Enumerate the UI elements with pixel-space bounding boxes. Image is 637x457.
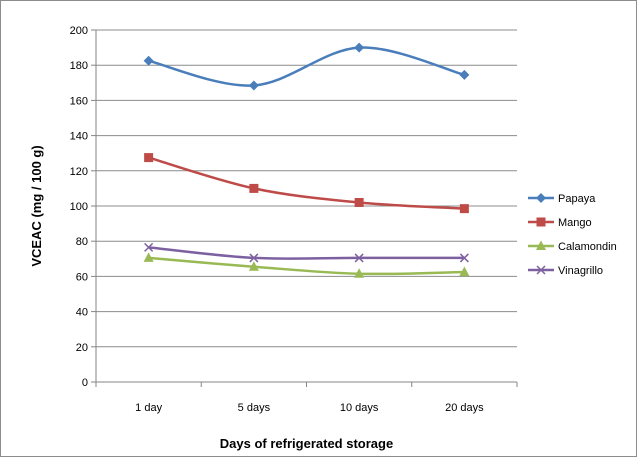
y-tick-label: 200: [70, 25, 88, 37]
data-point-papaya: [248, 80, 259, 91]
data-point-mango: [354, 197, 364, 207]
series-mango: [144, 153, 469, 214]
series-line-papaya: [148, 46, 465, 87]
legend-item-papaya: Papaya: [528, 193, 596, 205]
y-tick-label: 20: [76, 342, 88, 354]
data-point-calamondin: [248, 261, 259, 271]
x-tick-labels: 1 day 5 days 10 days 20 days: [135, 402, 484, 414]
data-point-papaya: [143, 55, 154, 66]
marker-stroke: [249, 253, 259, 263]
x-tick-label: 10 days: [340, 402, 379, 414]
gridlines: [96, 29, 517, 348]
axes: [91, 29, 518, 387]
legend-marker-mango: [536, 217, 546, 227]
series-layer: [143, 42, 470, 278]
x-tick-label: 20 days: [445, 402, 484, 414]
marker-stroke: [459, 253, 469, 263]
data-point-papaya: [354, 42, 365, 53]
data-point-mango: [459, 204, 469, 214]
y-axis-title: VCEAC (mg / 100 g): [29, 145, 44, 266]
series-line-mango: [148, 156, 465, 210]
data-point-vinagrillo: [144, 242, 154, 252]
marker-stroke: [536, 265, 546, 275]
data-point-mango: [144, 153, 154, 163]
legend-label-calamondin: Calamondin: [558, 241, 617, 253]
y-tick-label: 60: [76, 271, 88, 283]
data-point-mango: [249, 183, 259, 193]
x-tick-label: 1 day: [135, 402, 162, 414]
legend-label-papaya: Papaya: [558, 193, 596, 205]
data-point-papaya: [459, 69, 470, 80]
legend-label-mango: Mango: [558, 217, 592, 229]
y-tick-label: 160: [70, 95, 88, 107]
data-point-calamondin: [459, 266, 470, 276]
x-tick-label: 5 days: [238, 402, 271, 414]
legend-item-mango: Mango: [528, 217, 592, 229]
data-point-calamondin: [143, 252, 154, 262]
y-tick-label: 40: [76, 307, 88, 319]
series-line-vinagrillo: [148, 246, 465, 260]
y-tick-labels: 0 20 40 60 80 100 120 140 160 180 200: [70, 25, 88, 389]
y-tick-label: 100: [70, 201, 88, 213]
y-tick-label: 180: [70, 60, 88, 72]
legend-item-vinagrillo: Vinagrillo: [528, 265, 603, 277]
data-point-vinagrillo: [459, 253, 469, 263]
data-point-calamondin: [354, 268, 365, 278]
y-tick-label: 120: [70, 166, 88, 178]
series-calamondin: [143, 252, 470, 278]
legend-marker-papaya: [536, 193, 546, 203]
y-tick-label: 0: [82, 377, 88, 389]
y-tick-label: 80: [76, 236, 88, 248]
y-tick-label: 140: [70, 131, 88, 143]
marker-stroke: [354, 253, 364, 263]
series-vinagrillo: [144, 242, 469, 263]
legend-marker-calamondin: [536, 240, 546, 250]
data-point-vinagrillo: [354, 253, 364, 263]
legend: Papaya Mango Calamondin Vinagrillo: [528, 193, 617, 277]
series-papaya: [143, 42, 470, 91]
data-point-vinagrillo: [249, 253, 259, 263]
legend-item-calamondin: Calamondin: [528, 240, 617, 253]
legend-label-vinagrillo: Vinagrillo: [558, 265, 603, 277]
legend-marker-vinagrillo: [536, 265, 546, 275]
x-axis-title: Days of refrigerated storage: [220, 436, 393, 451]
marker-stroke: [144, 242, 154, 252]
series-line-calamondin: [148, 256, 465, 276]
